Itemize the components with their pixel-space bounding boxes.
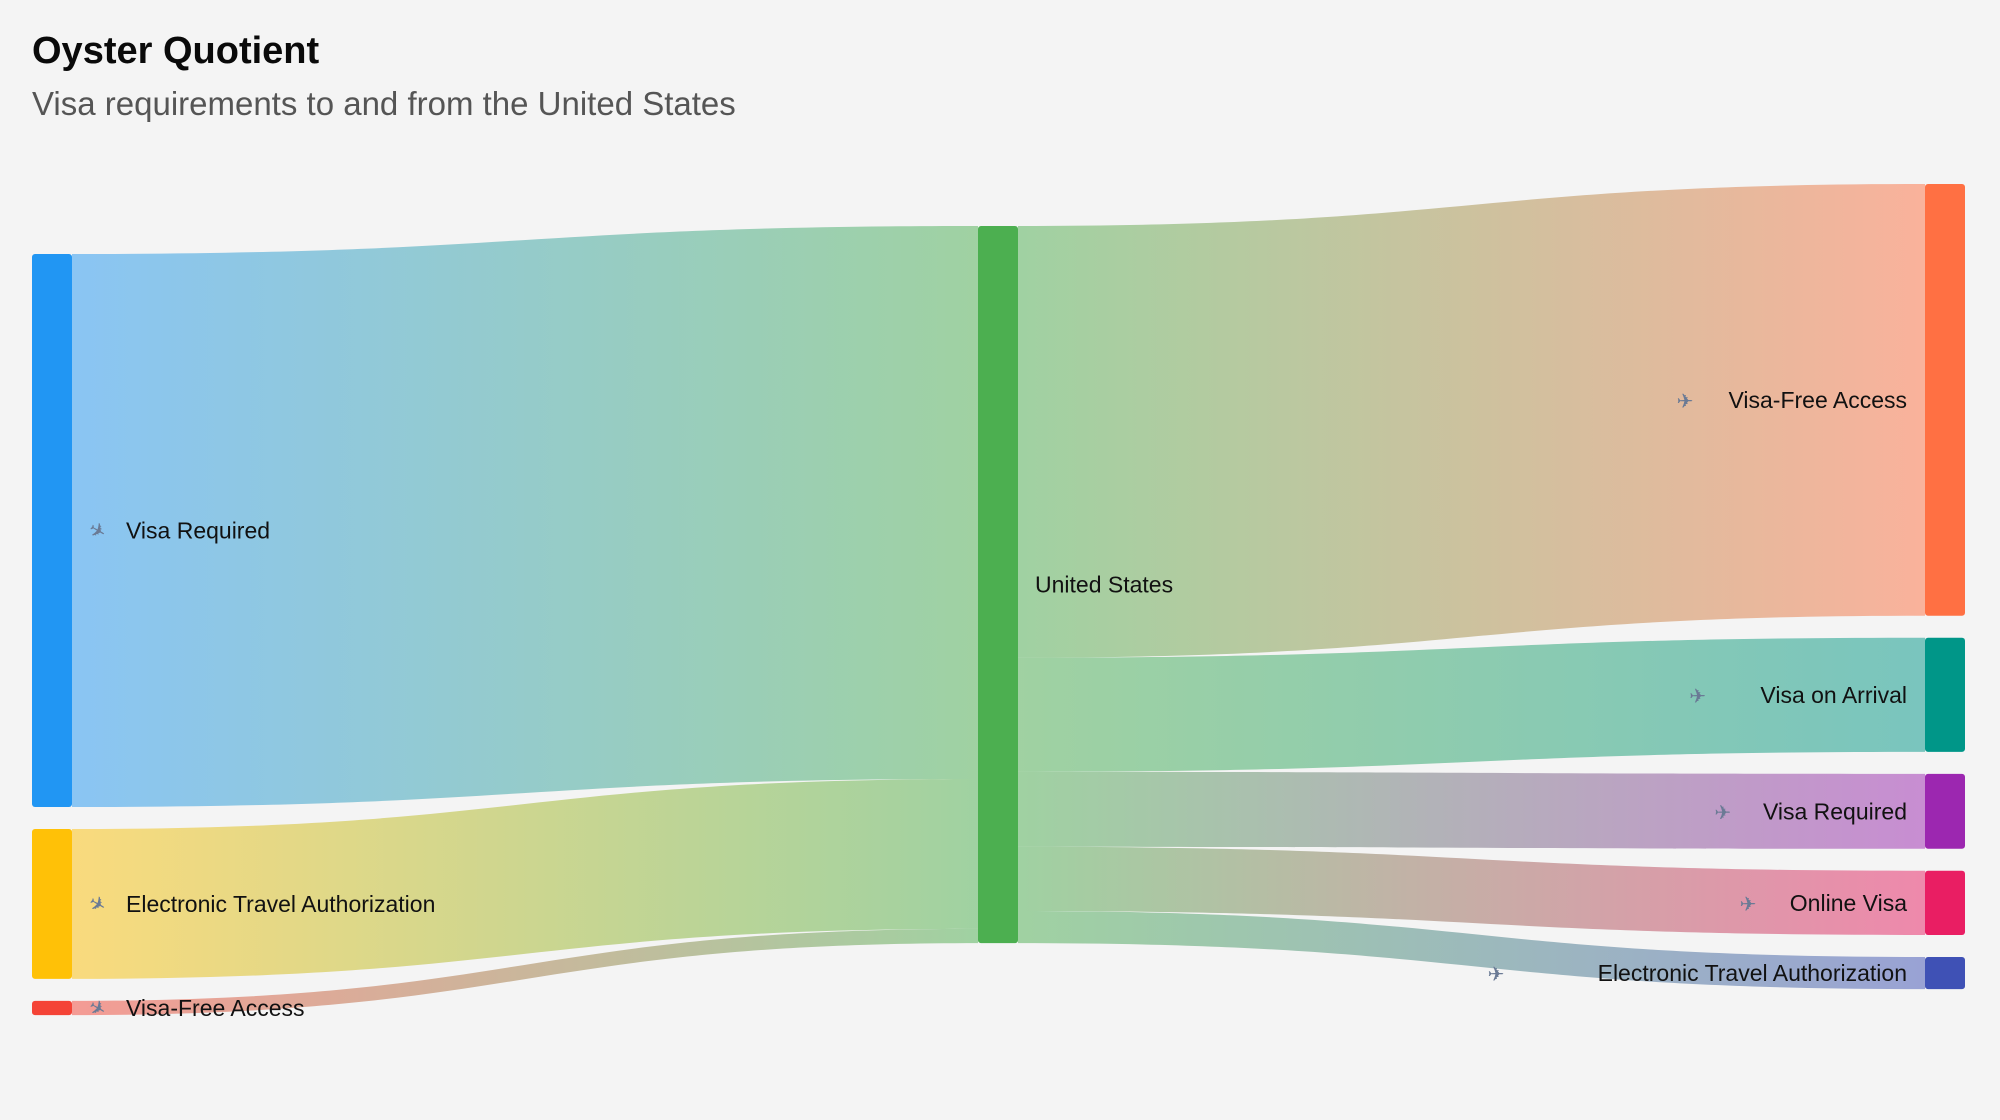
chart-header: Oyster Quotient Visa requirements to and… — [32, 30, 736, 123]
sankey-node-united_states[interactable] — [978, 226, 1018, 944]
node-label-text: Electronic Travel Authorization — [1598, 960, 1907, 986]
airplane-departure-icon: ✈ — [1689, 684, 1706, 708]
sankey-link-in_visa_required-to-united_states[interactable] — [72, 226, 978, 807]
node-label-out_visa_on_arrival: Visa on Arrival ✈ — [1689, 682, 1907, 708]
sankey-link-united_states-to-out_online_visa[interactable] — [1018, 846, 1925, 936]
node-label-text: Visa-Free Access — [126, 995, 305, 1021]
sankey-node-in_visa_free[interactable] — [32, 1000, 72, 1016]
airplane-arrival-icon: ✈ — [84, 994, 111, 1023]
node-label-out_online_visa: Online Visa ✈ — [1740, 890, 1908, 916]
sankey-link-united_states-to-out_visa_on_arrival[interactable] — [1018, 637, 1925, 772]
airplane-departure-icon: ✈ — [1488, 962, 1505, 986]
sankey-node-out_visa_free[interactable] — [1925, 184, 1965, 616]
sankey-link-united_states-to-out_eta[interactable] — [1018, 911, 1925, 990]
sankey-node-out_eta[interactable] — [1925, 957, 1965, 990]
node-label-united_states: United States — [1035, 572, 1173, 598]
sankey-link-in_visa_free-to-united_states[interactable] — [72, 928, 978, 1016]
sankey-node-out_online_visa[interactable] — [1925, 870, 1965, 936]
sankey-link-united_states-to-out_visa_required[interactable] — [1018, 771, 1925, 849]
links-layer — [72, 184, 1925, 1016]
labels-layer: ✈ Visa Required✈ Electronic Travel Authori… — [84, 387, 1907, 1023]
chart-subtitle: Visa requirements to and from the United… — [32, 85, 736, 122]
chart-title: Oyster Quotient — [32, 30, 320, 72]
node-label-in_visa_required: ✈ Visa Required — [84, 516, 270, 545]
sankey-link-united_states-to-out_visa_free[interactable] — [1018, 184, 1925, 658]
airplane-departure-icon: ✈ — [1740, 892, 1757, 916]
sankey-node-in_visa_required[interactable] — [32, 254, 72, 807]
node-label-in_eta: ✈ Electronic Travel Authorization — [84, 890, 435, 919]
node-label-text: Visa Required — [1763, 798, 1907, 824]
node-label-text: Visa Required — [126, 518, 270, 544]
airplane-departure-icon: ✈ — [1714, 800, 1731, 824]
sankey-link-in_eta-to-united_states[interactable] — [72, 779, 978, 979]
sankey-node-out_visa_on_arrival[interactable] — [1925, 637, 1965, 752]
node-label-out_visa_required: Visa Required ✈ — [1714, 798, 1907, 824]
node-label-text: Online Visa — [1790, 890, 1907, 916]
node-label-text: United States — [1035, 572, 1173, 598]
nodes-layer — [32, 184, 1965, 1016]
node-label-text: Visa-Free Access — [1728, 387, 1907, 413]
sankey-node-in_eta[interactable] — [32, 829, 72, 979]
airplane-departure-icon: ✈ — [1677, 389, 1694, 413]
node-label-text: Electronic Travel Authorization — [126, 891, 435, 917]
node-label-out_eta: Electronic Travel Authorization ✈ — [1488, 960, 1907, 986]
sankey-node-out_visa_required[interactable] — [1925, 773, 1965, 849]
node-label-out_visa_free: Visa-Free Access ✈ — [1677, 387, 1907, 413]
node-label-text: Visa on Arrival — [1760, 682, 1907, 708]
